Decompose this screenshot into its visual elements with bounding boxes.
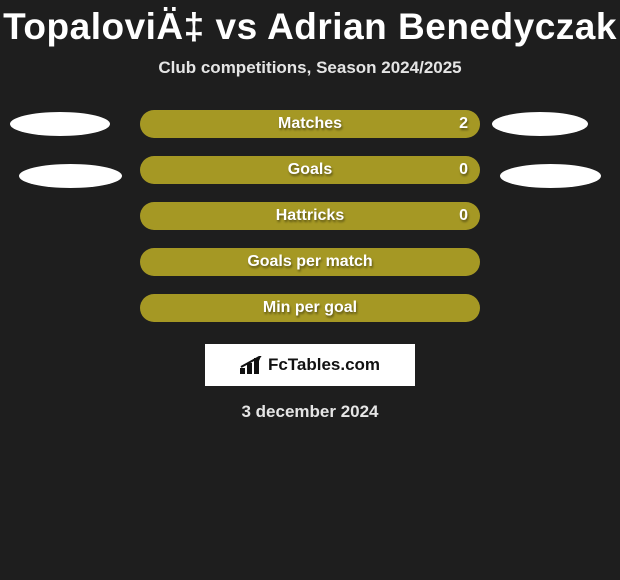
bar-chart-icon [240, 356, 264, 374]
page-title: TopaloviÄ‡ vs Adrian Benedyczak [0, 0, 620, 48]
date-footer: 3 december 2024 [0, 402, 620, 422]
ellipse-left-top [10, 112, 110, 136]
stat-value: 2 [459, 115, 468, 133]
stat-rows: Matches 2 Goals 0 Hattricks 0 Goals per match M… [140, 110, 480, 340]
stat-label: Goals [288, 161, 332, 179]
stat-row: Hattricks 0 [140, 202, 480, 230]
chart-stage: Matches 2 Goals 0 Hattricks 0 Goals per match M… [0, 110, 620, 340]
stat-label: Goals per match [247, 253, 372, 271]
ellipse-left-bot [19, 164, 122, 188]
stat-value: 0 [459, 161, 468, 179]
stat-row: Min per goal [140, 294, 480, 322]
season-subtitle: Club competitions, Season 2024/2025 [0, 58, 620, 78]
stat-value: 0 [459, 207, 468, 225]
brand-badge[interactable]: FcTables.com [205, 344, 415, 386]
stat-label: Min per goal [263, 299, 357, 317]
stat-row: Goals per match [140, 248, 480, 276]
brand-text: FcTables.com [268, 355, 380, 375]
stat-row: Matches 2 [140, 110, 480, 138]
stat-label: Matches [278, 115, 342, 133]
stat-label: Hattricks [276, 207, 344, 225]
ellipse-right-bot [500, 164, 601, 188]
stat-row: Goals 0 [140, 156, 480, 184]
ellipse-right-top [492, 112, 588, 136]
